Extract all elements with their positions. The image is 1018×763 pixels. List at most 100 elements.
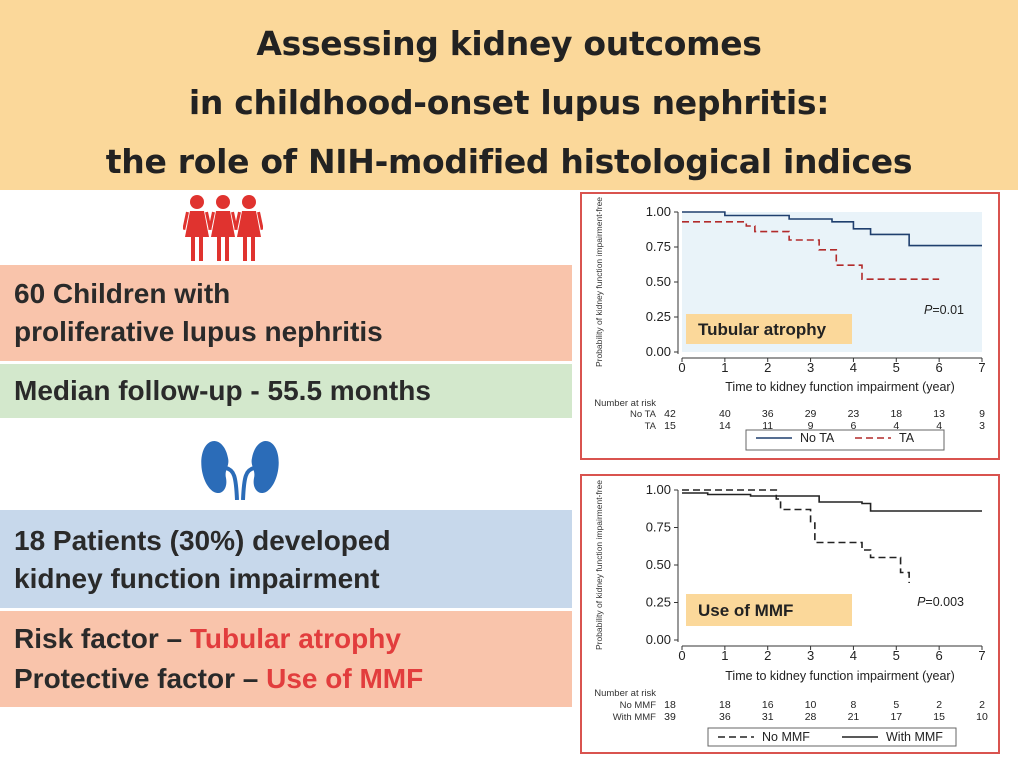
x-tick-label: 1 (721, 360, 728, 375)
x-tick-label: 5 (893, 360, 900, 375)
risk-factor-line: Risk factor – Tubular atrophy (14, 619, 572, 659)
x-tick-label: 3 (807, 648, 814, 663)
risk-table-label: Number at risk (594, 688, 656, 699)
p-value-label: P=0.003 (917, 595, 964, 609)
y-tick-label: 0.25 (646, 595, 671, 610)
x-tick-label: 6 (936, 648, 943, 663)
risk-count: 17 (890, 711, 902, 723)
risk-count: 14 (719, 420, 731, 432)
x-tick-label: 2 (764, 360, 771, 375)
x-tick-label: 7 (978, 648, 985, 663)
risk-table-label: Number at risk (594, 398, 656, 409)
risk-count: 16 (762, 699, 774, 711)
protective-factor-value: Use of MMF (266, 663, 424, 694)
y-axis-label: Probability of kidney function impairmen… (594, 480, 604, 650)
risk-count: 4 (936, 420, 942, 432)
y-tick-label: 0.50 (646, 274, 671, 289)
child-figure (183, 195, 212, 261)
outcome-line-1: 18 Patients (30%) developed (14, 525, 391, 556)
kidneys-icon (201, 440, 279, 500)
mmf-km-chart: 0.00 0.25 0.50 0.75 1.00 0 1 2 3 4 5 6 7 Probability … (580, 474, 1000, 754)
y-tick-label: 0.00 (646, 632, 671, 647)
legend-entry: No TA (800, 431, 835, 445)
risk-factor-label: Risk factor – (14, 623, 190, 654)
y-tick-label: 0.50 (646, 557, 671, 572)
title-line-2: in childhood-onset lupus nephritis: (188, 83, 830, 122)
x-tick-label: 4 (850, 648, 857, 663)
p-value-symbol: P (917, 595, 926, 609)
x-tick-label: 0 (678, 648, 685, 663)
risk-count: 39 (664, 711, 676, 723)
risk-count: 36 (762, 408, 774, 420)
risk-count: 15 (933, 711, 945, 723)
risk-count: 10 (805, 699, 817, 711)
p-value-symbol: P (924, 303, 933, 317)
km-plot-tubular-atrophy: 0.000.250.500.751.000 1 2 3 4 5 6 7Probability … (594, 197, 986, 451)
p-value-number: =0.01 (932, 303, 964, 317)
p-value-label: P=0.01 (924, 303, 964, 317)
annotation-box (686, 314, 852, 344)
factors-box: Risk factor – Tubular atrophy Protective… (0, 611, 572, 707)
risk-count: 8 (851, 699, 857, 711)
risk-count: 2 (979, 699, 985, 711)
follow-up-box: Median follow-up - 55.5 months (0, 364, 572, 418)
risk-row-name: TA (645, 421, 657, 432)
child-figure (208, 195, 238, 261)
legend-entry: With MMF (886, 730, 943, 744)
risk-count: 13 (933, 408, 945, 420)
legend-entry: TA (899, 431, 915, 445)
risk-count: 29 (805, 408, 817, 420)
risk-count: 5 (893, 699, 899, 711)
risk-count: 4 (893, 420, 899, 432)
y-tick-label: 0.25 (646, 309, 671, 324)
annotation-label: Tubular atrophy (698, 320, 827, 339)
legend-box (707, 727, 957, 747)
three-children-icon (183, 195, 263, 261)
legend-entry: No MMF (762, 730, 810, 744)
protective-factor-line: Protective factor – Use of MMF (14, 659, 572, 699)
x-tick-label: 2 (764, 648, 771, 663)
km-plot-mmf: 0.00 0.25 0.50 0.75 1.00 0 1 2 3 4 5 6 7 Probability … (594, 480, 988, 747)
risk-count: 3 (979, 420, 985, 432)
cohort-box: 60 Children with proliferative lupus nep… (0, 265, 572, 361)
series-line-ta (682, 221, 940, 280)
title-banner: Assessing kidney outcomes in childhood-o… (0, 0, 1018, 190)
annotation-box (686, 594, 852, 626)
x-tick-label: 6 (936, 360, 943, 375)
risk-factor-value: Tubular atrophy (189, 623, 401, 654)
risk-count: 36 (719, 711, 731, 723)
risk-count: 42 (664, 408, 676, 420)
y-tick-label: 1.00 (646, 482, 671, 497)
outcome-line-2: kidney function impairment (14, 563, 380, 594)
risk-count: 28 (805, 711, 817, 723)
risk-count: 9 (979, 408, 985, 420)
follow-up-text: Median follow-up - 55.5 months (14, 375, 431, 406)
series-line-no-mmf (682, 489, 910, 583)
risk-count: 18 (719, 699, 731, 711)
risk-count: 11 (762, 420, 773, 432)
x-tick-label: 0 (678, 360, 685, 375)
x-tick-label: 3 (807, 360, 814, 375)
x-tick-label: 5 (893, 648, 900, 663)
risk-count: 18 (664, 699, 676, 711)
series-line-no-ta (682, 211, 982, 247)
protective-factor-label: Protective factor – (14, 663, 267, 694)
y-axis-label: Probability of kidney function impairmen… (594, 197, 604, 367)
x-tick-label: 4 (850, 360, 857, 375)
risk-count: 21 (848, 711, 860, 723)
risk-row-name: No MMF (620, 700, 657, 711)
outcome-box: 18 Patients (30%) developed kidney funct… (0, 510, 572, 608)
annotation-label: Use of MMF (698, 601, 793, 620)
risk-row-name: No TA (630, 409, 657, 420)
title-line-1: Assessing kidney outcomes (256, 24, 762, 63)
risk-row-name: With MMF (613, 712, 656, 723)
p-value-number: =0.003 (925, 595, 964, 609)
y-tick-label: 0.75 (646, 239, 671, 254)
risk-count: 10 (976, 711, 988, 723)
x-axis-label: Time to kidney function impairment (year… (725, 380, 954, 394)
x-tick-label: 7 (978, 360, 985, 375)
risk-count: 2 (936, 699, 942, 711)
cohort-line-2: proliferative lupus nephritis (14, 316, 383, 347)
risk-count: 18 (890, 408, 902, 420)
tubular-atrophy-km-chart: 0.00 0.25 0.50 0.75 1.00 0 1 2 3 4 5 6 7 Probability … (580, 192, 1000, 460)
